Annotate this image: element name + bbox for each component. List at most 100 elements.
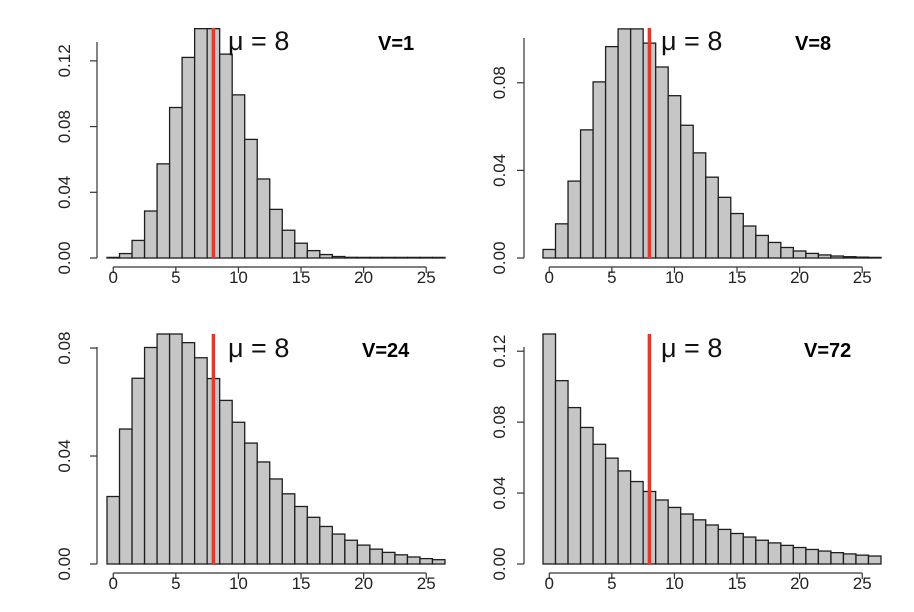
bar-x13: [269, 478, 283, 565]
y-tick-label: 0.00: [490, 547, 509, 580]
mean-label: μ = 8: [228, 26, 289, 56]
bar-x19: [780, 246, 795, 259]
bar-x24: [406, 256, 421, 259]
bar-x6: [181, 341, 196, 565]
bar-x3: [143, 210, 158, 259]
bar-x4: [156, 333, 171, 565]
bar-x6: [181, 56, 196, 259]
bar-x15: [730, 212, 744, 259]
bar-x13: [269, 208, 283, 259]
bar-x22: [817, 550, 832, 565]
bar-x2: [567, 406, 582, 565]
bar-x14: [717, 528, 732, 565]
bar-x0: [542, 333, 557, 565]
y-tick-label: 0.12: [490, 335, 509, 368]
bar-x17: [755, 539, 769, 565]
bar-x26: [431, 256, 446, 259]
bar-x7: [629, 480, 644, 565]
x-tick-label: 10: [229, 574, 248, 593]
bar-x24: [842, 553, 857, 565]
bar-x26: [431, 559, 446, 565]
bar-x15: [730, 532, 744, 565]
bar-x23: [394, 554, 409, 565]
bar-x16: [306, 249, 321, 259]
bar-x20: [792, 546, 807, 565]
bar-x5: [168, 106, 183, 259]
bar-x4: [592, 81, 607, 259]
bar-x24: [842, 256, 857, 259]
bar-x25: [419, 256, 434, 259]
panel-v1: 0.00 0.04 0.08 0.12 0 5 10 15 20 25 μ = 8 V=1: [55, 26, 446, 287]
bar-x21: [369, 256, 384, 259]
bar-x25: [419, 557, 434, 565]
bar-x13: [705, 176, 719, 259]
bar-x12: [256, 461, 271, 565]
x-tick-label: 20: [790, 268, 809, 287]
bar-x9: [655, 66, 669, 259]
bar-x15: [294, 242, 308, 259]
bar-x11: [244, 442, 258, 565]
bar-x17: [319, 525, 333, 565]
bar-x17: [319, 253, 333, 259]
bar-x21: [805, 252, 820, 259]
bar-x22: [817, 254, 832, 259]
bar-x25: [855, 256, 870, 259]
bar-x10: [667, 95, 682, 259]
bar-x4: [592, 443, 607, 565]
bar-x1: [554, 223, 569, 259]
bar-x12: [692, 152, 707, 259]
panel-title: V=8: [795, 33, 831, 55]
bar-x16: [742, 225, 757, 259]
bar-x10: [667, 506, 682, 565]
x-tick-label: 10: [229, 268, 248, 287]
x-tick-label: 15: [728, 268, 747, 287]
bar-x19: [344, 256, 359, 259]
bar-x9: [219, 399, 233, 565]
bar-x7: [629, 28, 644, 259]
bar-x18: [767, 542, 782, 565]
y-tick-label: 0.04: [55, 176, 74, 209]
bar-x20: [356, 256, 371, 259]
bar-x21: [369, 548, 384, 565]
bar-x19: [780, 544, 795, 565]
y-tick-label: 0.04: [490, 154, 509, 187]
bar-x14: [281, 229, 296, 259]
bar-x24: [406, 556, 421, 565]
bar-x1: [118, 428, 133, 565]
bar-x18: [331, 533, 346, 565]
bar-x2: [131, 239, 146, 259]
bar-x12: [692, 519, 707, 565]
bar-x14: [281, 493, 296, 565]
y-tick-label: 0.12: [55, 44, 74, 77]
panel-v8: 0.00 0.04 0.08 0 5 10 15 20 25 μ = 8 V=8: [490, 26, 882, 287]
y-tick-label: 0.00: [55, 547, 74, 580]
bar-x11: [244, 138, 258, 259]
bar-x0: [106, 256, 121, 259]
x-tick-label: 20: [354, 268, 373, 287]
x-tick-label: 10: [665, 268, 684, 287]
bar-x3: [143, 346, 158, 565]
mean-label: μ = 8: [228, 333, 289, 363]
bar-x23: [394, 256, 409, 259]
x-tick-label: 15: [728, 574, 747, 593]
bar-x21: [805, 548, 820, 565]
x-tick-label: 0: [545, 574, 554, 593]
bar-x0: [106, 495, 121, 565]
bar-x6: [617, 28, 632, 259]
bar-x20: [792, 250, 807, 259]
bar-x10: [231, 94, 246, 259]
bar-x1: [118, 252, 133, 259]
bar-x3: [579, 129, 594, 259]
bar-x18: [331, 255, 346, 259]
bar-x7: [193, 357, 208, 565]
bar-x10: [231, 421, 246, 565]
bar-x26: [867, 555, 882, 565]
x-tick-label: 25: [853, 574, 872, 593]
bar-x5: [168, 333, 183, 565]
y-tick-label: 0.04: [490, 477, 509, 510]
x-tick-label: 20: [790, 574, 809, 593]
bar-x11: [680, 513, 694, 565]
y-tick-label: 0.00: [490, 241, 509, 274]
bar-x7: [193, 28, 208, 259]
